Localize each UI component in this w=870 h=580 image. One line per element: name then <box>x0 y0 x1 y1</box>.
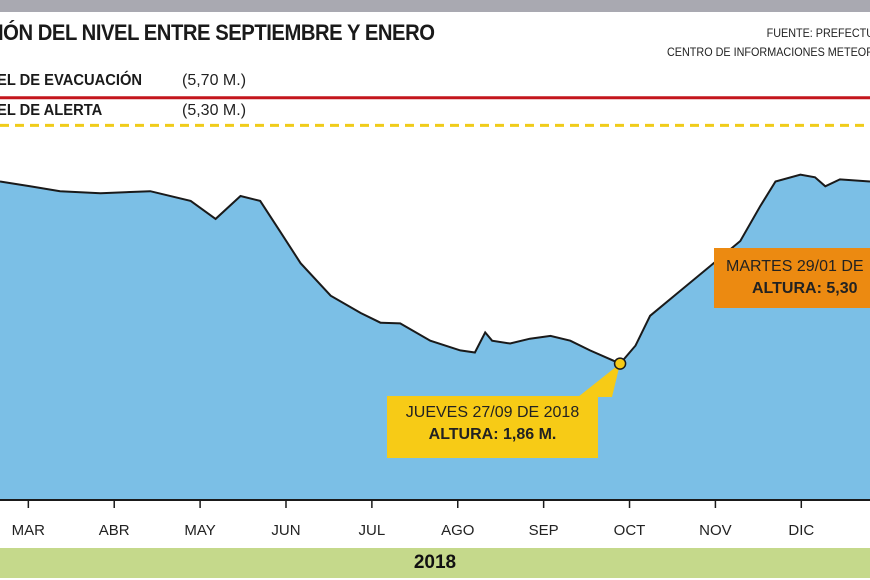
x-tick-label: JUL <box>358 522 386 539</box>
callout-alert-date: MARTES 29/01 DE <box>726 258 864 275</box>
minimum-point-marker <box>613 357 627 370</box>
year-label: 2018 <box>413 552 457 573</box>
legend-evacuation-label: EL DE EVACUACIÓN <box>0 72 143 89</box>
callout-alert-height: ALTURA: 5,30 <box>752 280 858 297</box>
x-tick-label: ABR <box>98 522 130 539</box>
callout-min-height: ALTURA: 1,86 M. <box>428 426 557 443</box>
x-tick-label: MAY <box>184 522 216 539</box>
x-tick-label: AGO <box>441 522 475 539</box>
callout-pointer <box>578 363 621 397</box>
callout-min-level: JUEVES 27/09 DE 2018 ALTURA: 1,86 M. <box>387 396 598 458</box>
legend-alert-value: (5,30 M.) <box>182 102 247 119</box>
x-tick-label: DIC <box>788 522 815 539</box>
source-note: FUENTE: PREFECTU CENTRO DE INFORMACIONES… <box>667 24 870 62</box>
callout-alert-level: MARTES 29/01 DE ALTURA: 5,30 <box>714 248 870 308</box>
x-tick-label: JUN <box>271 522 301 539</box>
level-area <box>0 174 870 500</box>
legend-evacuation-value: (5,70 M.) <box>182 72 247 89</box>
x-tick-label: SEP <box>528 522 559 539</box>
top-band <box>0 0 870 12</box>
level-outline <box>0 173 870 365</box>
x-tick-label: NOV <box>699 522 732 539</box>
x-tick-label: OCT <box>613 522 646 539</box>
callout-min-date: JUEVES 27/09 DE 2018 <box>405 404 580 421</box>
legend-alert-label: EL DE ALERTA <box>0 102 103 119</box>
x-tick-label: MAR <box>11 522 45 539</box>
year-band <box>0 548 870 578</box>
source-line-1: FUENTE: PREFECTU <box>766 26 870 40</box>
source-line-2: CENTRO DE INFORMACIONES METEOR <box>666 45 870 59</box>
chart-title: IÓN DEL NIVEL ENTRE SEPTIEMBRE Y ENERO <box>0 20 435 45</box>
